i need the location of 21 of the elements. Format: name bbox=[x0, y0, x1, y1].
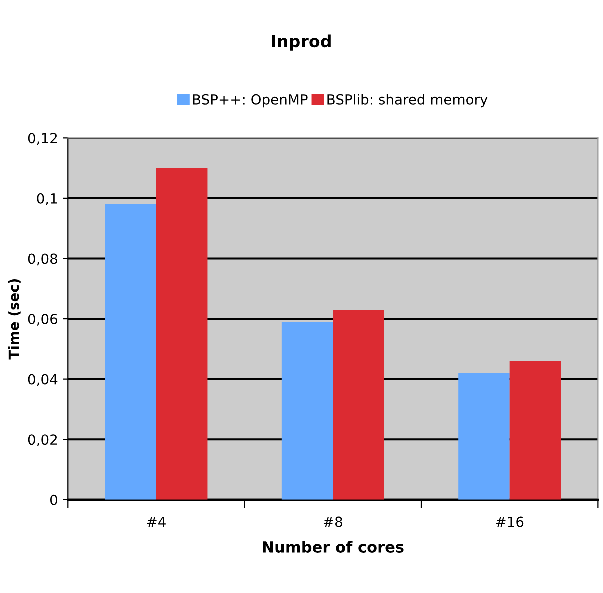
bar bbox=[510, 361, 562, 500]
bar bbox=[458, 373, 510, 500]
bar bbox=[333, 310, 384, 500]
x-tick-label: #8 bbox=[324, 516, 342, 528]
y-tick-label: 0 bbox=[50, 494, 58, 506]
y-tick-label: 0,04 bbox=[28, 374, 58, 386]
legend-label: BSPlib: shared memory bbox=[328, 94, 488, 108]
y-tick-label: 0,02 bbox=[28, 434, 58, 446]
bar bbox=[105, 204, 156, 500]
y-axis-title: Time (sec) bbox=[8, 279, 21, 360]
x-axis-title: Number of cores bbox=[263, 541, 404, 553]
x-tick-label: #16 bbox=[496, 516, 524, 528]
y-tick-label: 0,08 bbox=[28, 254, 58, 266]
bar bbox=[156, 168, 208, 500]
y-tick-label: 0,1 bbox=[37, 193, 58, 206]
chart-title: Inprod bbox=[272, 34, 331, 51]
bar bbox=[282, 322, 334, 500]
y-tick-label: 0,12 bbox=[28, 133, 58, 146]
legend-label: BSP++: OpenMP bbox=[193, 94, 308, 108]
y-tick-label: 0,06 bbox=[28, 314, 58, 326]
x-tick-label: #4 bbox=[147, 516, 166, 528]
